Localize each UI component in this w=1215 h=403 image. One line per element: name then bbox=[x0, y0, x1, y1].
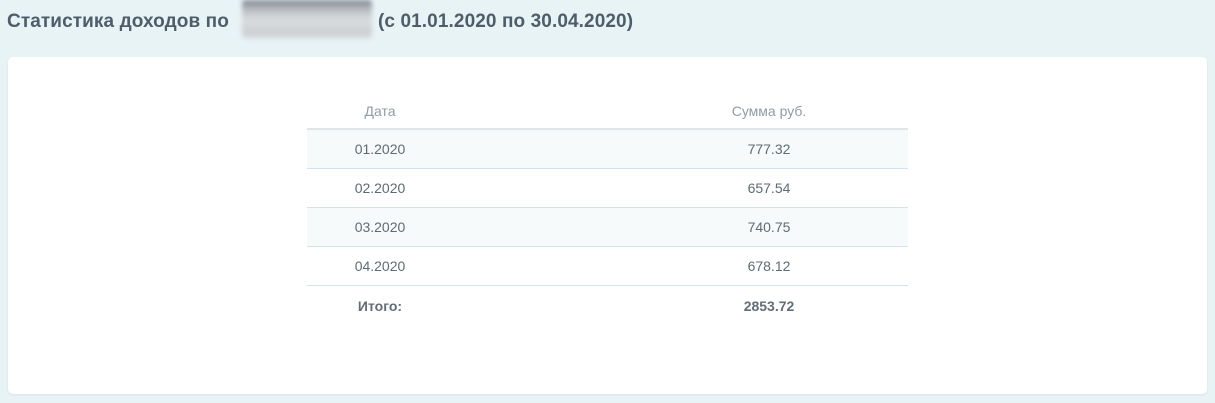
date-cell: 03.2020 bbox=[354, 219, 406, 235]
income-table: Дата Сумма руб. 01.2020 777.32 02.2020 6… bbox=[307, 94, 908, 325]
amount-cell: 740.75 bbox=[747, 219, 791, 235]
total-label: Итого: bbox=[357, 297, 403, 314]
date-cell: 02.2020 bbox=[354, 180, 406, 196]
title-bar: Статистика доходов по (с 01.01.2020 по 3… bbox=[0, 0, 1215, 57]
total-amount: 2853.72 bbox=[743, 297, 795, 314]
amount-cell: 678.12 bbox=[747, 258, 791, 274]
column-header-date: Дата bbox=[364, 103, 396, 119]
table-total-row: Итого: 2853.72 bbox=[307, 286, 908, 325]
table-row: 02.2020 657.54 bbox=[307, 169, 908, 208]
page-title-period: (с 01.01.2020 по 30.04.2020) bbox=[378, 11, 634, 32]
table-header-row: Дата Сумма руб. bbox=[307, 94, 908, 130]
table-row: 03.2020 740.75 bbox=[307, 208, 908, 247]
date-cell: 01.2020 bbox=[354, 141, 406, 157]
amount-cell: 777.32 bbox=[747, 141, 791, 157]
redacted-site-name-blur bbox=[242, 0, 372, 38]
table-row: 01.2020 777.32 bbox=[307, 130, 908, 169]
report-card: Дата Сумма руб. 01.2020 777.32 02.2020 6… bbox=[8, 57, 1207, 394]
date-cell: 04.2020 bbox=[354, 258, 406, 274]
column-header-amount: Сумма руб. bbox=[731, 103, 807, 119]
table-row: 04.2020 678.12 bbox=[307, 247, 908, 286]
page-title-prefix: Статистика доходов по bbox=[7, 11, 229, 32]
amount-cell: 657.54 bbox=[747, 180, 791, 196]
